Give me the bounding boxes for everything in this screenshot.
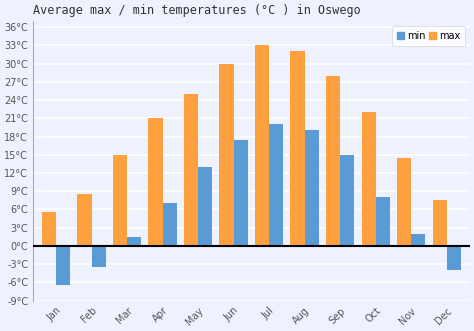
Bar bbox=[127, 237, 141, 246]
Bar bbox=[234, 140, 248, 246]
Text: Average max / min temperatures (°C ) in Oswego: Average max / min temperatures (°C ) in … bbox=[33, 4, 361, 17]
Bar bbox=[56, 246, 70, 285]
Bar bbox=[291, 52, 305, 246]
Bar bbox=[42, 213, 56, 246]
Bar bbox=[255, 45, 269, 246]
Bar bbox=[163, 203, 177, 246]
Bar bbox=[447, 246, 461, 270]
Bar bbox=[340, 155, 355, 246]
Bar bbox=[91, 246, 106, 267]
Bar bbox=[113, 155, 127, 246]
Bar bbox=[77, 194, 91, 246]
Bar bbox=[326, 76, 340, 246]
Bar bbox=[362, 112, 376, 246]
Bar bbox=[219, 64, 234, 246]
Bar bbox=[198, 167, 212, 246]
Bar bbox=[411, 234, 426, 246]
Bar bbox=[148, 118, 163, 246]
Bar bbox=[305, 130, 319, 246]
Bar bbox=[184, 94, 198, 246]
Legend: min, max: min, max bbox=[392, 26, 465, 46]
Bar bbox=[269, 124, 283, 246]
Bar bbox=[397, 158, 411, 246]
Bar bbox=[376, 197, 390, 246]
Bar bbox=[433, 200, 447, 246]
